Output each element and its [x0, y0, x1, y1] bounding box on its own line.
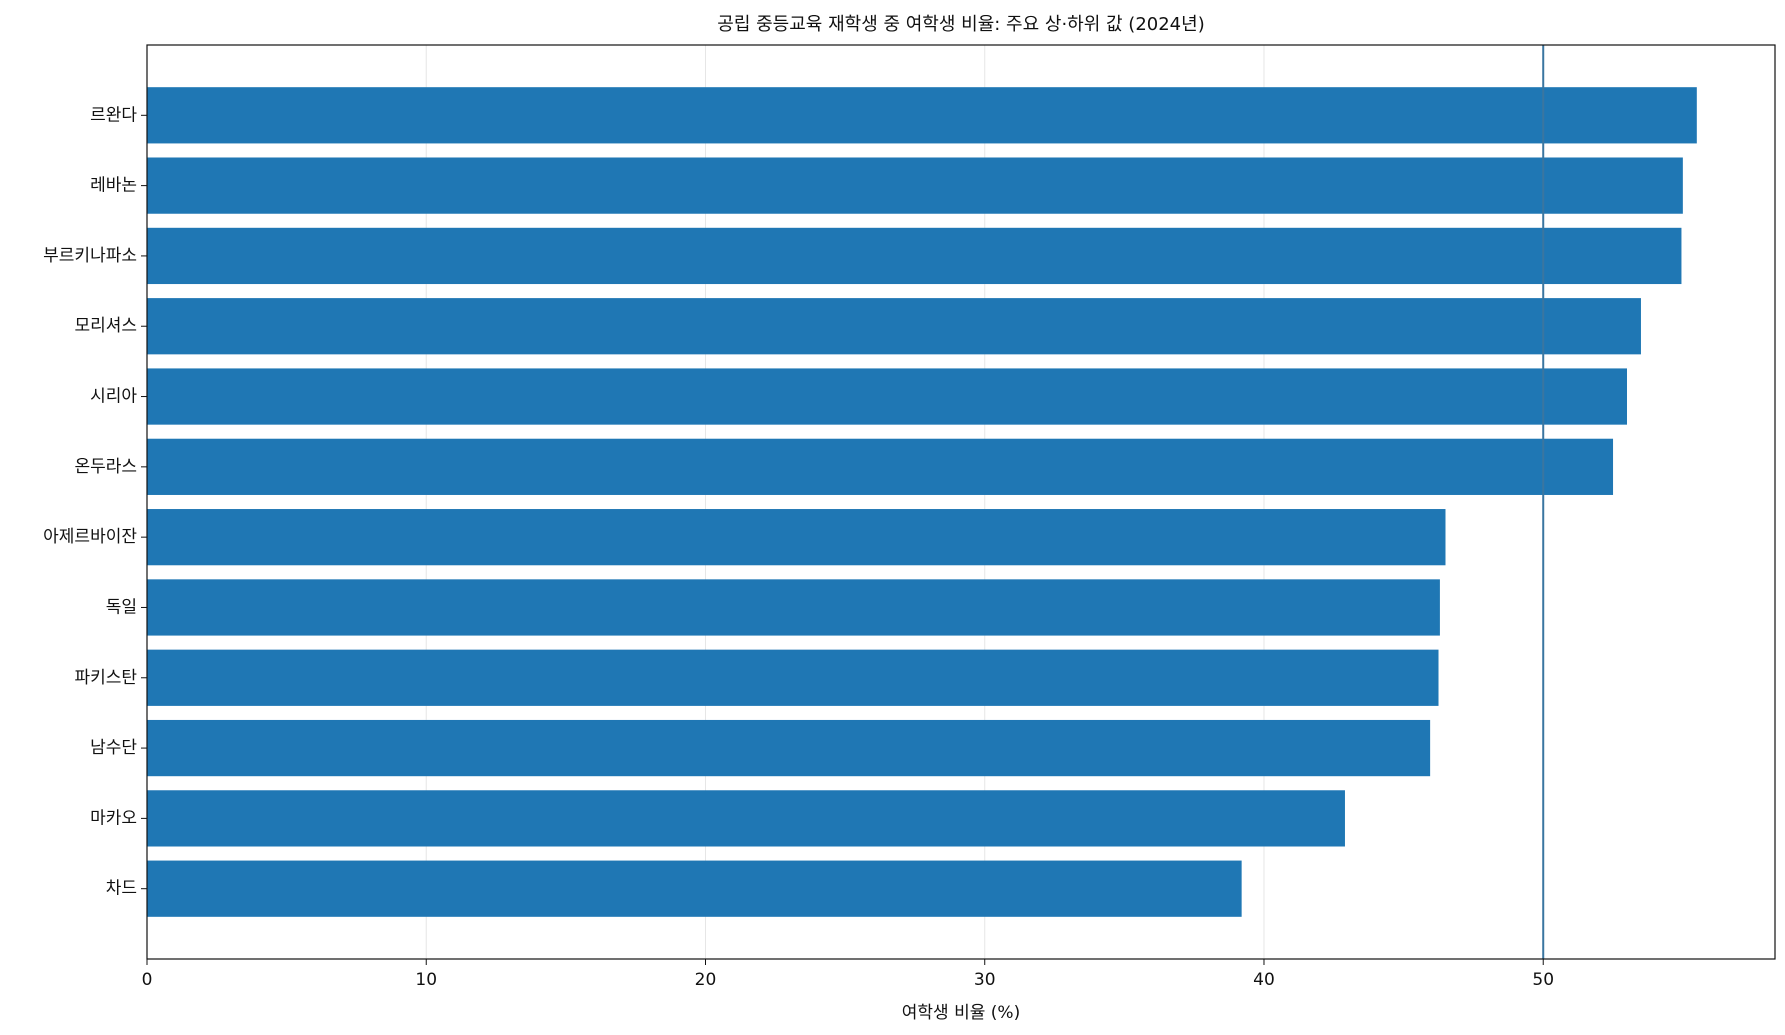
- y-tick-label: 마카오: [90, 808, 137, 828]
- x-tick-label: 50: [1532, 970, 1554, 990]
- x-axis-label: 여학생 비율 (%): [902, 1003, 1020, 1023]
- bar: [147, 860, 1242, 917]
- bar: [147, 719, 1431, 777]
- bar: [147, 298, 1641, 355]
- y-tick-label: 모리셔스: [74, 316, 137, 336]
- bar: [147, 649, 1439, 706]
- y-tick-label: 아제르바이잔: [43, 527, 137, 547]
- bar: [147, 368, 1627, 425]
- y-tick-label: 부르키나파소: [43, 246, 137, 266]
- y-tick-label: 르완다: [90, 105, 137, 125]
- y-tick-label: 독일: [106, 597, 137, 617]
- y-tick-label: 차드: [106, 879, 137, 899]
- x-tick-label: 20: [695, 970, 717, 990]
- y-tick-label: 남수단: [90, 738, 137, 758]
- bar: [147, 509, 1446, 566]
- bar: [147, 227, 1682, 285]
- x-tick-label: 30: [974, 970, 996, 990]
- bar: [147, 157, 1683, 214]
- x-tick-label: 0: [142, 970, 153, 990]
- chart-title: 공립 중등교육 재학생 중 여학생 비율: 주요 상·하위 값 (2024년): [717, 14, 1204, 35]
- y-tick-label: 레바논: [90, 176, 137, 196]
- y-tick-label: 온두라스: [74, 457, 137, 477]
- plot-frame: [146, 44, 1776, 960]
- x-tick-label: 10: [415, 970, 437, 990]
- x-tick-label: 40: [1253, 970, 1275, 990]
- bar: [147, 790, 1345, 847]
- bar: [147, 87, 1697, 144]
- y-tick-label: 시리아: [90, 387, 137, 407]
- bar: [147, 579, 1440, 636]
- y-tick-label: 파키스탄: [74, 668, 137, 688]
- bar: [147, 438, 1614, 495]
